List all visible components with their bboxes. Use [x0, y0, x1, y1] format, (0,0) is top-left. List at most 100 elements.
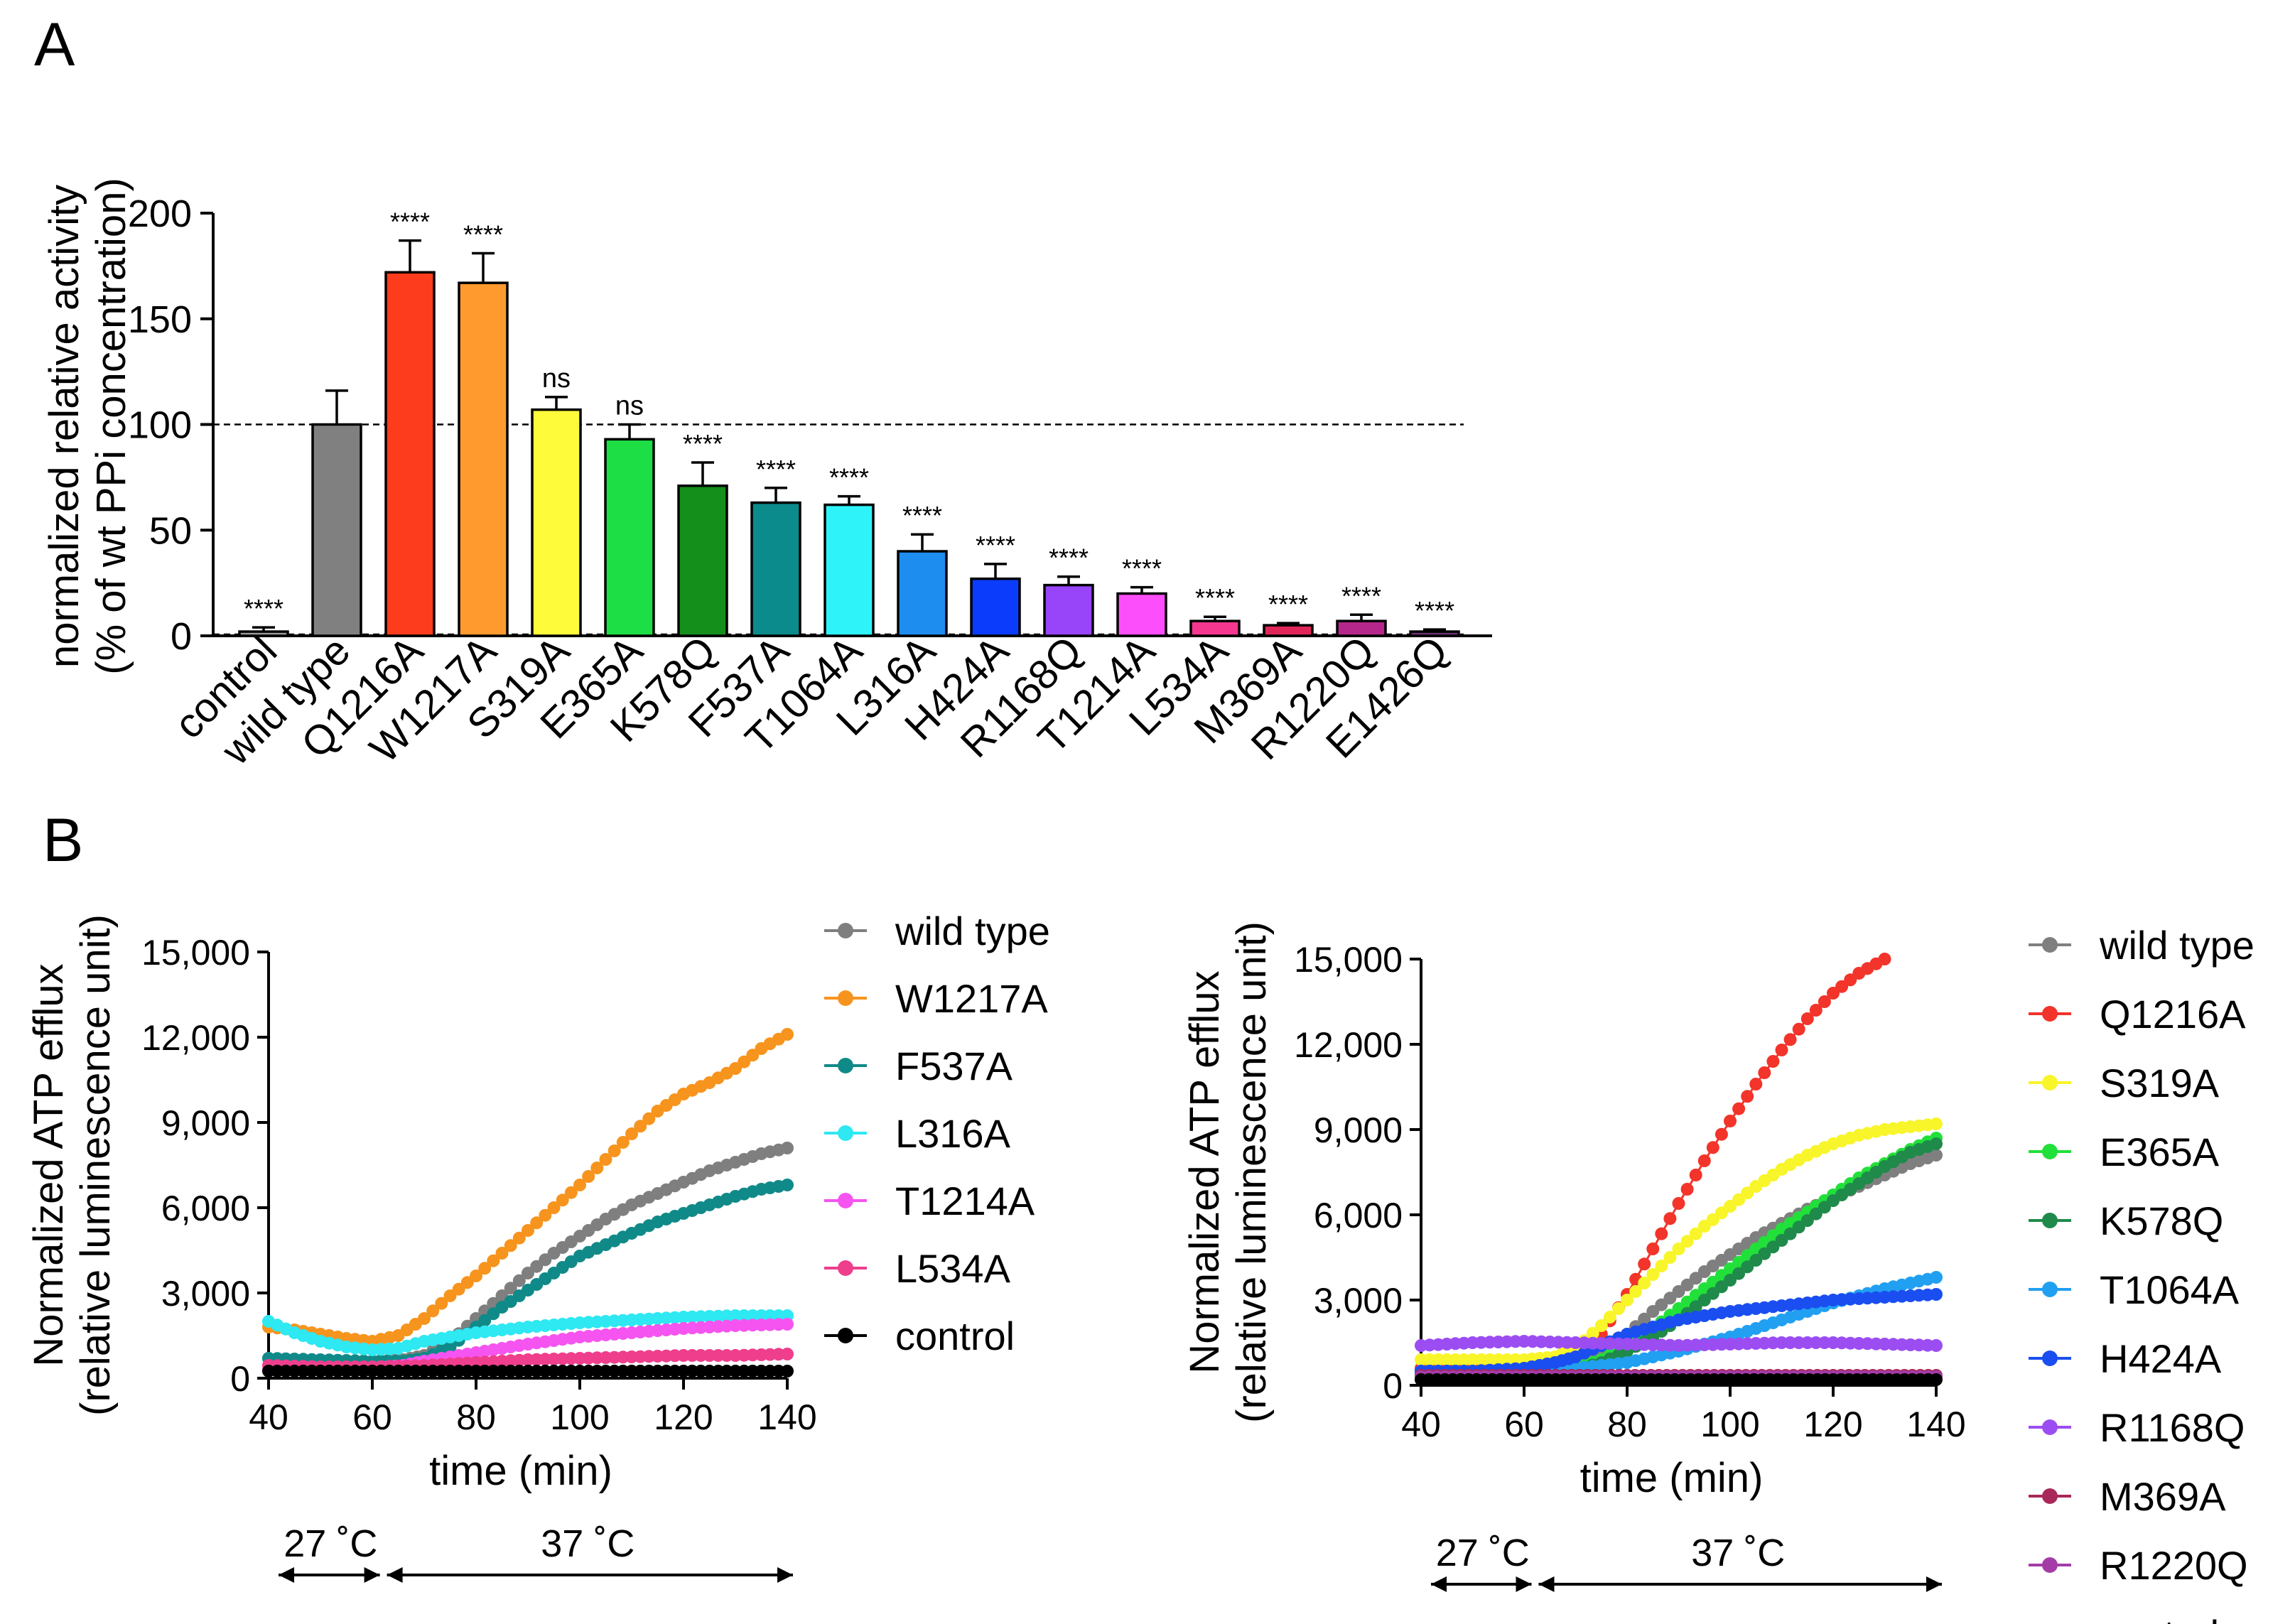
data-point	[1714, 1127, 1728, 1141]
data-point	[478, 1314, 492, 1327]
data-point	[1930, 1149, 1943, 1162]
data-point	[1638, 1312, 1651, 1326]
legend-label: L534A	[895, 1246, 1011, 1291]
data-point	[1680, 1183, 1694, 1196]
x-tick-label: 40	[1401, 1404, 1441, 1444]
data-point	[1603, 1311, 1616, 1323]
arrow-37c-head-left	[387, 1567, 403, 1583]
bar-S319A	[531, 408, 582, 637]
data-point	[781, 1318, 794, 1331]
data-point	[625, 1127, 638, 1140]
data-point	[1706, 1213, 1719, 1226]
temperature-annotation: 27 ˚C 37 ˚C	[279, 1522, 793, 1583]
data-point	[1783, 1033, 1797, 1046]
data-point	[487, 1254, 500, 1267]
data-point	[1586, 1326, 1599, 1340]
data-point	[1818, 995, 1831, 1008]
arrow-37c-head-right	[777, 1567, 793, 1583]
y-tick-label: 0	[171, 615, 192, 658]
data-point	[1835, 980, 1849, 993]
legend-marker	[838, 1125, 853, 1141]
data-point	[556, 1193, 569, 1207]
data-point	[1689, 1227, 1702, 1240]
data-point	[1732, 1102, 1746, 1115]
data-point	[512, 1274, 526, 1287]
arrow-37c-head-left	[1538, 1576, 1555, 1592]
data-point	[634, 1120, 647, 1133]
legend-label: E365A	[2100, 1130, 2220, 1174]
legend-label: wild type	[895, 909, 1050, 953]
data-point	[1655, 1298, 1668, 1311]
legend-label: F537A	[895, 1044, 1013, 1088]
data-point	[1930, 1339, 1943, 1352]
data-point	[1930, 1137, 1943, 1150]
data-point	[539, 1253, 552, 1267]
data-point	[504, 1282, 517, 1295]
data-point	[564, 1186, 578, 1199]
bar-K578Q	[677, 485, 728, 637]
legend-marker	[2042, 1213, 2058, 1228]
x-tick-label: 140	[1906, 1404, 1965, 1444]
data-point	[642, 1112, 656, 1125]
arrow-27c-head-right	[364, 1567, 380, 1583]
data-point	[1706, 1141, 1719, 1154]
data-point	[1638, 1277, 1651, 1289]
x-tick-label: 80	[1607, 1404, 1647, 1444]
bar-R1168Q	[1043, 583, 1094, 637]
data-point	[1930, 1373, 1943, 1386]
series-R1168Q	[1415, 1335, 1943, 1352]
data-point	[426, 1304, 440, 1318]
legend-label: H424A	[2100, 1336, 2222, 1381]
data-point	[1655, 1227, 1668, 1240]
data-point	[1758, 1247, 1771, 1260]
data-point	[1724, 1115, 1737, 1127]
y-tick-label: 3,000	[161, 1274, 250, 1314]
significance-label: ns	[615, 391, 644, 421]
data-point	[1663, 1251, 1677, 1264]
legend-marker	[2042, 1075, 2058, 1090]
x-tick-label: 40	[249, 1397, 288, 1437]
x-tick-label: 120	[1803, 1404, 1862, 1444]
legend-marker	[2042, 1144, 2058, 1159]
data-point	[418, 1312, 431, 1325]
data-point	[1697, 1154, 1711, 1167]
significance-label: ****	[390, 207, 430, 237]
significance-label: ****	[1049, 543, 1089, 573]
y-tick-label: 12,000	[1294, 1025, 1403, 1065]
y-tick-label: 6,000	[1314, 1196, 1403, 1235]
significance-label: ****	[1195, 583, 1235, 612]
data-point	[1672, 1243, 1685, 1255]
legend: wild type Q1216A S319A E365A K578Q T1064A H424…	[2029, 923, 2254, 1624]
legend-marker	[2042, 1350, 2058, 1366]
legend-marker	[838, 1058, 853, 1073]
data-point	[599, 1153, 612, 1166]
data-point	[443, 1341, 457, 1353]
data-point	[1930, 1117, 1943, 1130]
x-axis-label: time (min)	[1580, 1455, 1764, 1501]
significance-label: ****	[756, 455, 796, 484]
data-point	[522, 1224, 534, 1237]
legend-label: wild type	[2099, 923, 2254, 968]
y-tick-label: 3,000	[1314, 1281, 1403, 1321]
significance-label: ns	[542, 364, 571, 394]
data-point	[781, 1365, 794, 1377]
data-point	[504, 1239, 517, 1252]
bar-T1064A	[824, 503, 875, 637]
data-point	[1758, 1066, 1771, 1079]
data-point	[1638, 1257, 1651, 1271]
data-point	[1621, 1294, 1634, 1306]
significance-label: ****	[829, 463, 869, 492]
data-point	[1809, 1207, 1822, 1220]
x-tick-label: 120	[654, 1397, 713, 1437]
legend-marker	[2042, 1006, 2058, 1022]
significance-label: ****	[463, 220, 503, 249]
y-tick-label: 50	[149, 509, 192, 552]
significance-label: ****	[1268, 590, 1308, 619]
significance-label: ****	[976, 531, 1015, 560]
bar-F537A	[750, 501, 801, 637]
line-chart-atp-efflux-left: 0 3,000 6,000 9,000 12,000 15,000 40 60 80 100 120…	[26, 909, 1050, 1583]
y-axis-label-line1: normalized relative activity	[41, 185, 87, 668]
arrow-37c-head-right	[1926, 1576, 1942, 1592]
y-tick-label: 100	[128, 404, 192, 447]
data-point	[530, 1260, 544, 1273]
